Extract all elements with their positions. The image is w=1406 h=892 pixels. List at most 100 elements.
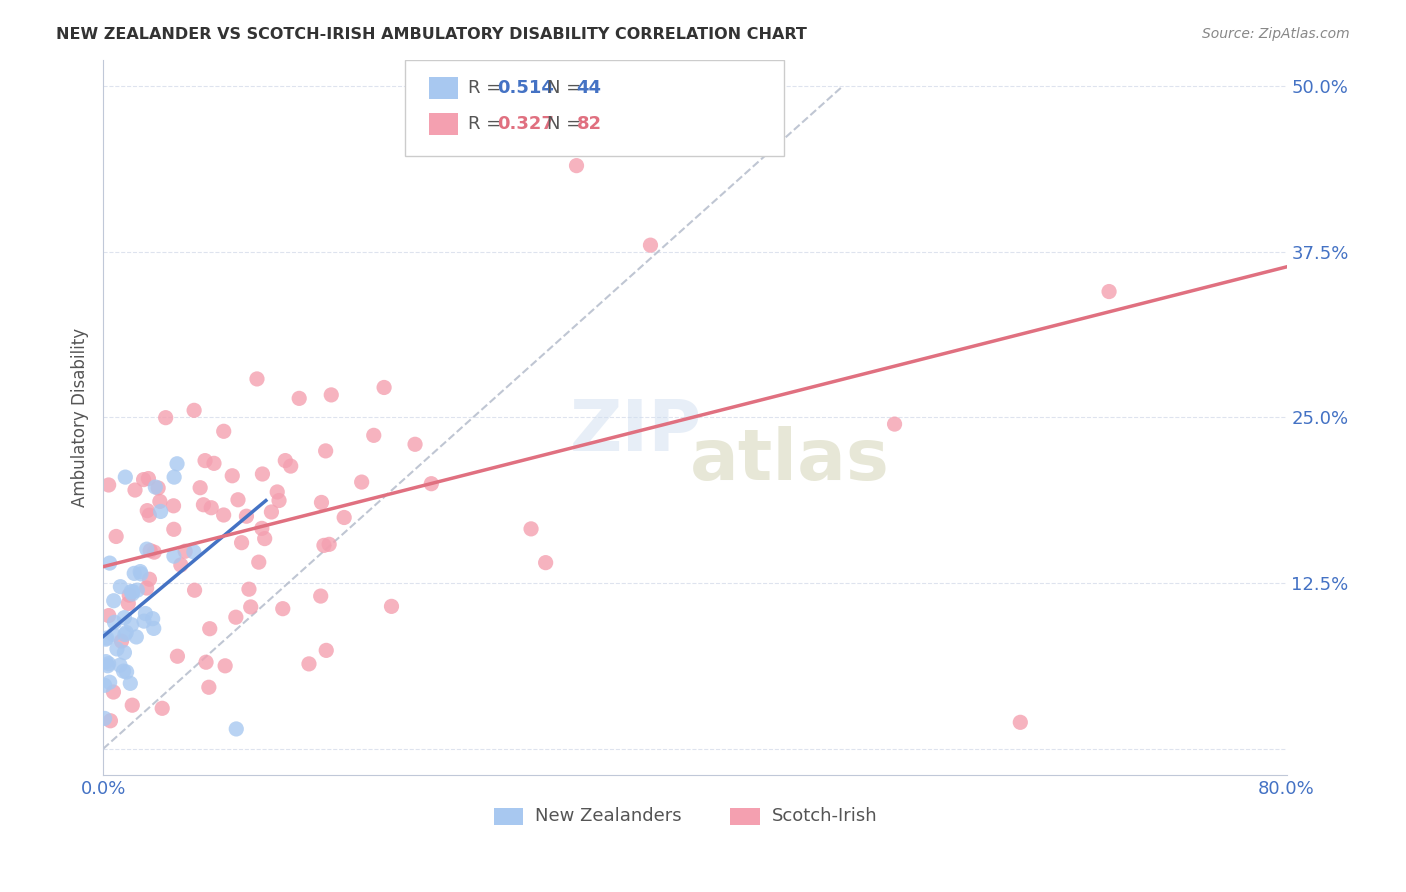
Scotch-Irish <box>221 468 243 483</box>
Scotch-Irish <box>565 159 588 173</box>
Scotch-Irish <box>231 535 253 549</box>
Scotch-Irish <box>136 503 159 517</box>
Scotch-Irish <box>103 685 125 699</box>
New Zealanders <box>105 642 128 657</box>
Y-axis label: Ambulatory Disability: Ambulatory Disability <box>72 328 89 507</box>
New Zealanders <box>114 470 136 484</box>
New Zealanders <box>166 457 188 471</box>
Scotch-Irish <box>226 492 249 507</box>
New Zealanders <box>225 722 247 736</box>
Text: N =: N = <box>547 115 586 133</box>
Scotch-Irish <box>253 532 276 546</box>
Scotch-Irish <box>239 599 262 614</box>
Scotch-Irish <box>271 601 294 615</box>
Scotch-Irish <box>298 657 321 671</box>
Text: 0.327: 0.327 <box>498 115 554 133</box>
New Zealanders <box>143 480 166 494</box>
New Zealanders <box>135 542 157 557</box>
New Zealanders <box>115 665 138 679</box>
New Zealanders <box>134 607 156 621</box>
Scotch-Irish <box>166 649 188 664</box>
New Zealanders <box>96 631 118 645</box>
New Zealanders <box>129 566 152 581</box>
Scotch-Irish <box>883 417 905 431</box>
Scotch-Irish <box>246 372 269 386</box>
Text: 44: 44 <box>576 79 602 97</box>
Scotch-Irish <box>195 655 218 669</box>
Scotch-Irish <box>267 493 290 508</box>
Text: 0.514: 0.514 <box>498 79 554 97</box>
Scotch-Irish <box>149 494 172 508</box>
Scotch-Irish <box>260 505 283 519</box>
New Zealanders <box>93 711 115 725</box>
Scotch-Irish <box>640 238 662 252</box>
Scotch-Irish <box>146 481 169 495</box>
Scotch-Irish <box>97 478 120 492</box>
Text: New Zealanders: New Zealanders <box>536 807 682 825</box>
Scotch-Irish <box>105 529 128 543</box>
New Zealanders <box>94 632 117 647</box>
New Zealanders <box>129 565 152 579</box>
Scotch-Irish <box>247 555 270 569</box>
New Zealanders <box>121 617 143 632</box>
New Zealanders <box>115 625 138 640</box>
Scotch-Irish <box>100 714 122 728</box>
Scotch-Irish <box>266 485 288 500</box>
Scotch-Irish <box>183 403 205 417</box>
Scotch-Irish <box>404 437 426 451</box>
Scotch-Irish <box>143 545 166 559</box>
New Zealanders <box>103 628 125 642</box>
Scotch-Irish <box>138 572 160 586</box>
New Zealanders <box>98 675 121 690</box>
Scotch-Irish <box>373 380 395 394</box>
Scotch-Irish <box>288 392 311 406</box>
Scotch-Irish <box>194 453 217 467</box>
Scotch-Irish <box>163 522 186 536</box>
New Zealanders <box>98 556 121 570</box>
Scotch-Irish <box>155 410 177 425</box>
Scotch-Irish <box>110 634 132 648</box>
New Zealanders <box>142 612 165 626</box>
New Zealanders <box>120 676 142 690</box>
New Zealanders <box>132 614 155 628</box>
New Zealanders <box>149 504 172 518</box>
New Zealanders <box>108 658 131 673</box>
Scotch-Irish <box>318 537 340 551</box>
Scotch-Irish <box>212 508 235 522</box>
New Zealanders <box>121 584 143 599</box>
Scotch-Irish <box>1010 715 1032 730</box>
Scotch-Irish <box>117 597 139 611</box>
Scotch-Irish <box>139 543 162 558</box>
Scotch-Irish <box>380 599 402 614</box>
Scotch-Irish <box>121 698 143 713</box>
Scotch-Irish <box>188 481 211 495</box>
Bar <box>429 78 458 99</box>
New Zealanders <box>114 627 136 641</box>
New Zealanders <box>183 545 205 559</box>
Scotch-Irish <box>280 459 302 474</box>
Scotch-Irish <box>309 589 332 603</box>
Text: ZIP: ZIP <box>569 397 702 467</box>
Scotch-Irish <box>315 443 337 458</box>
New Zealanders <box>121 587 143 601</box>
Text: N =: N = <box>547 79 586 97</box>
Scotch-Irish <box>183 583 205 598</box>
Scotch-Irish <box>333 510 356 524</box>
New Zealanders <box>142 621 165 635</box>
Scotch-Irish <box>274 453 297 467</box>
Scotch-Irish <box>138 508 160 523</box>
New Zealanders <box>112 646 135 660</box>
Scotch-Irish <box>311 495 333 509</box>
Scotch-Irish <box>200 500 222 515</box>
Scotch-Irish <box>363 428 385 442</box>
Scotch-Irish <box>225 610 247 624</box>
New Zealanders <box>120 584 142 599</box>
Text: R =: R = <box>468 79 506 97</box>
Scotch-Irish <box>193 498 215 512</box>
Scotch-Irish <box>758 79 780 94</box>
New Zealanders <box>94 655 117 669</box>
Text: 82: 82 <box>576 115 602 133</box>
Text: NEW ZEALANDER VS SCOTCH-IRISH AMBULATORY DISABILITY CORRELATION CHART: NEW ZEALANDER VS SCOTCH-IRISH AMBULATORY… <box>56 27 807 42</box>
New Zealanders <box>97 658 120 673</box>
Scotch-Irish <box>124 483 146 497</box>
